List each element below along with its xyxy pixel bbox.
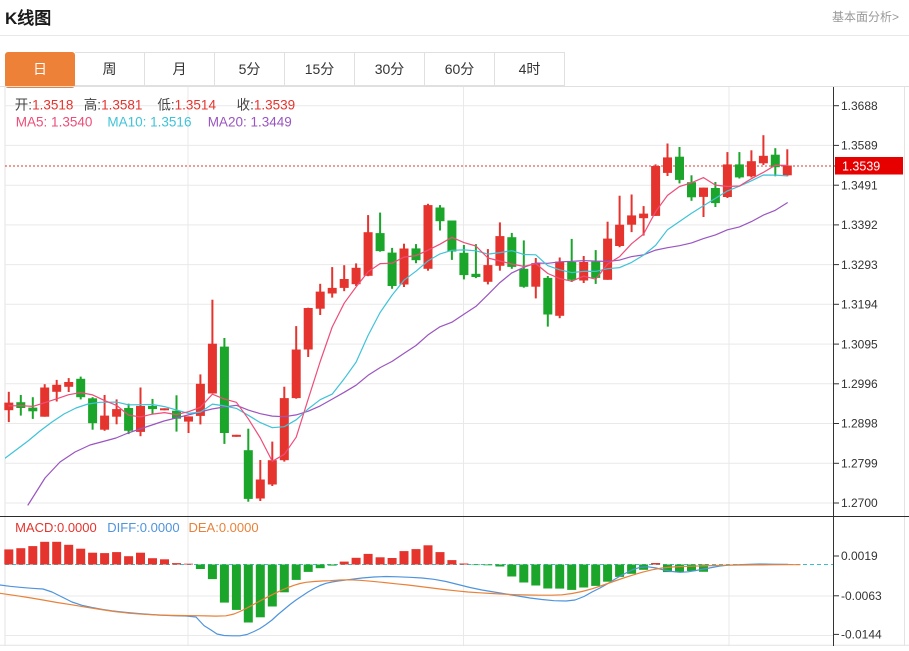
svg-text:1.3539: 1.3539 (842, 160, 880, 174)
svg-text:1.2799: 1.2799 (841, 457, 878, 471)
svg-text:-0.0063: -0.0063 (841, 589, 882, 603)
svg-text:1.3194: 1.3194 (841, 298, 878, 312)
svg-text:1.3589: 1.3589 (841, 139, 878, 153)
svg-text:1.3095: 1.3095 (841, 337, 878, 351)
svg-text:1.3293: 1.3293 (841, 258, 878, 272)
svg-text:1.2996: 1.2996 (841, 377, 878, 391)
svg-text:1.3491: 1.3491 (841, 178, 878, 192)
svg-text:1.2898: 1.2898 (841, 417, 878, 431)
svg-text:-0.0144: -0.0144 (841, 628, 882, 642)
svg-text:1.3688: 1.3688 (841, 99, 878, 113)
svg-text:0.0019: 0.0019 (841, 549, 878, 563)
svg-text:1.3392: 1.3392 (841, 218, 878, 232)
svg-text:1.2700: 1.2700 (841, 496, 878, 510)
